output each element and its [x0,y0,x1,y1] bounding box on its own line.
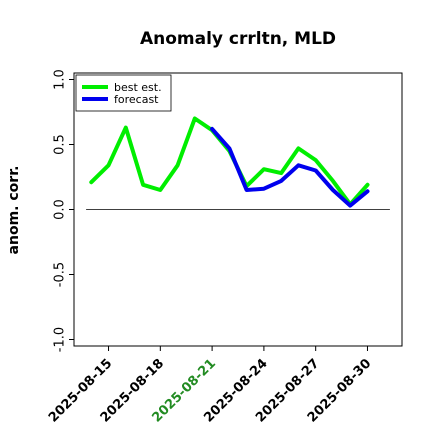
x-axis: 2025-08-152025-08-182025-08-212025-08-24… [46,346,374,426]
y-tick-label: 1.0 [53,69,68,90]
y-tick-label: 0.5 [53,134,68,155]
y-tick-label: 0.0 [53,199,68,220]
chart-title: Anomaly crrltn, MLD [140,29,336,49]
legend: best est.forecast [75,74,172,112]
y-tick-label: -1.0 [53,327,68,352]
series-line-best-est [89,116,370,207]
series-line-forecast [210,126,370,208]
y-axis-label: anom. corr. [6,166,22,255]
series-layer [89,116,370,208]
legend-box [75,74,172,112]
legend-label: forecast [114,93,159,106]
y-axis: -1.0 -0.5 0.0 0.5 1.0 [53,69,74,352]
y-tick-label: -0.5 [53,262,68,287]
legend-label: best est. [114,81,162,94]
